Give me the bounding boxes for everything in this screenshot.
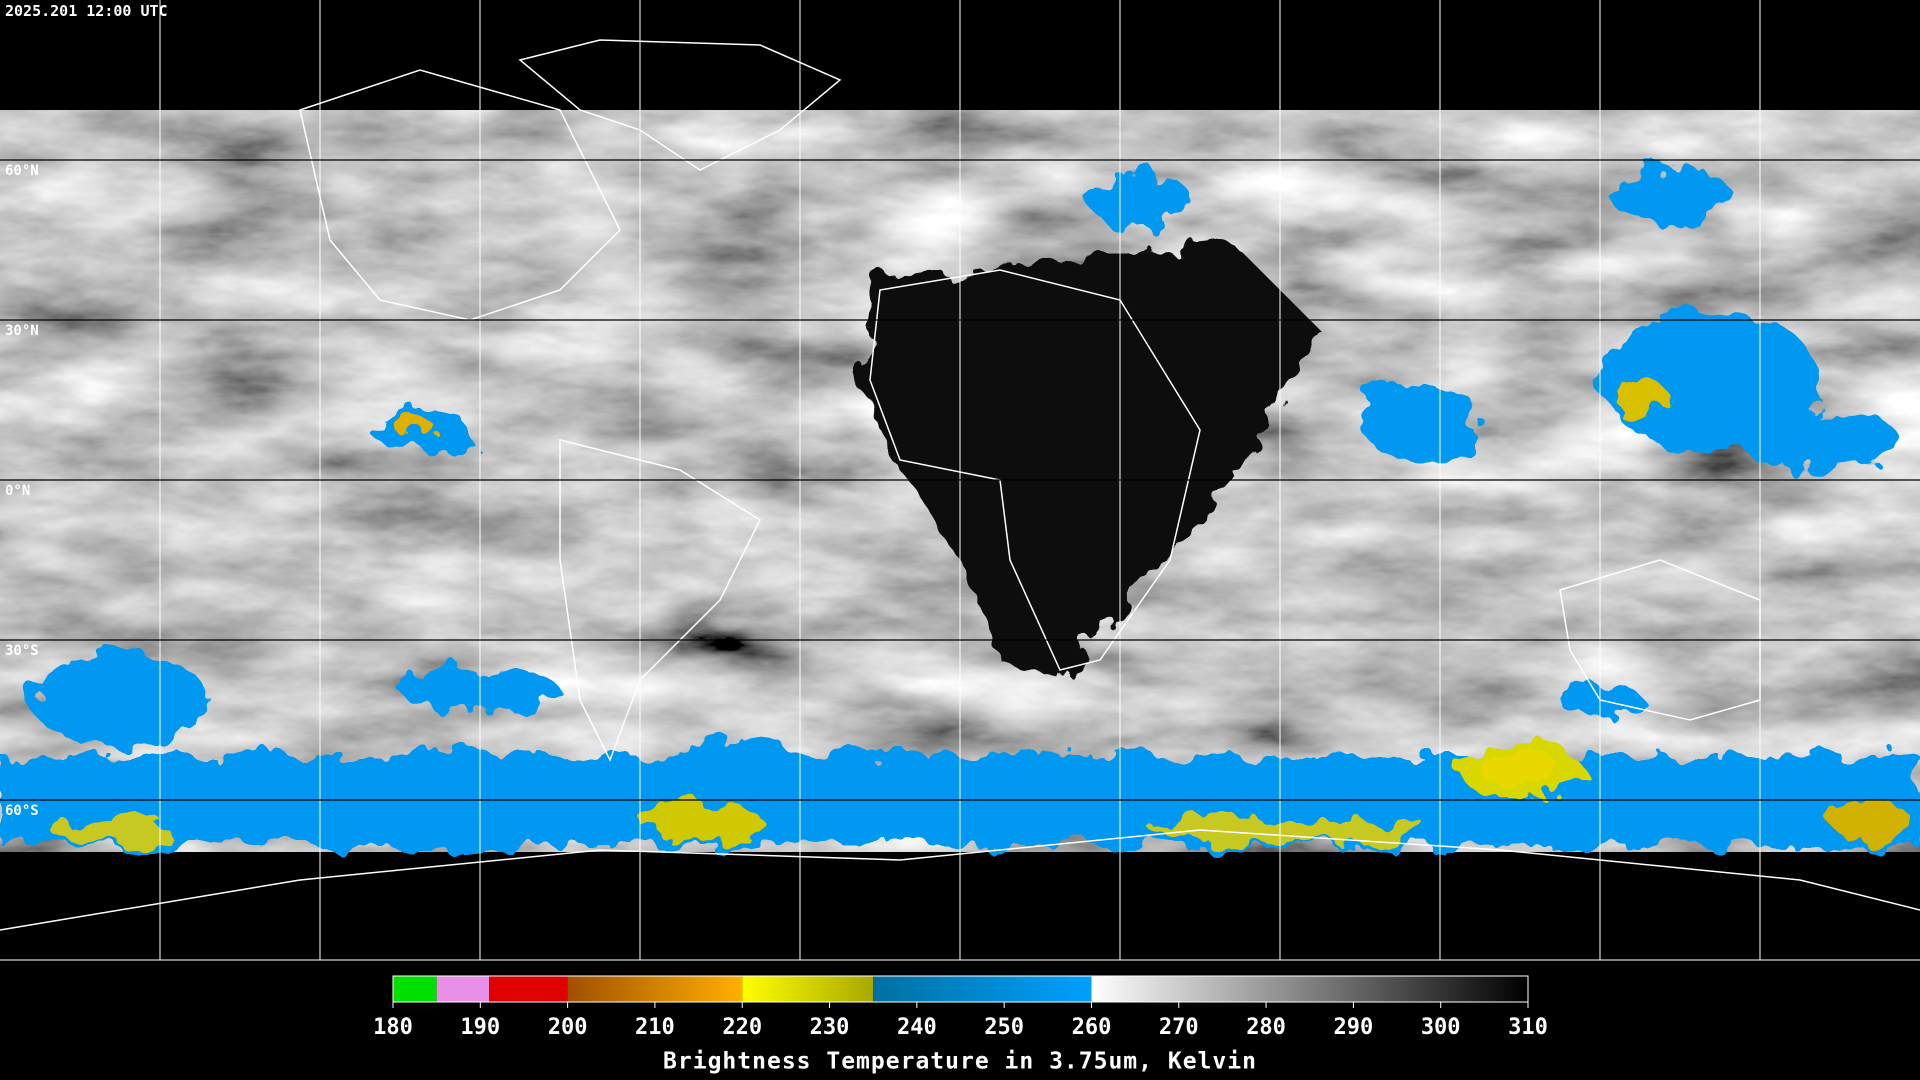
timestamp: 2025.201 12:00 UTC (5, 2, 168, 20)
coastline (1559, 559, 1761, 721)
colorbar-segment (393, 976, 437, 1002)
colorbar-tick-label: 240 (897, 1015, 937, 1040)
colorbar-tick-label: 290 (1334, 1015, 1374, 1040)
cloud (1360, 380, 1480, 460)
colorbar: 180 190 200 210 220 230 240 250 260 270 280 290 300 3… (373, 975, 1548, 1040)
cold-tops (395, 418, 435, 438)
latitude-label: 30°N (5, 323, 39, 339)
colorbar-segment (436, 976, 490, 1002)
cloud (1090, 170, 1190, 230)
coastline (869, 269, 1201, 671)
colorbar-tick-label: 300 (1421, 1015, 1461, 1040)
cloud (30, 655, 210, 745)
colorbar-segment (489, 976, 568, 1002)
coastline (518, 39, 842, 171)
cold-tops (640, 800, 760, 840)
colorbar-tick-label: 230 (810, 1015, 850, 1040)
coastlines (0, 39, 1920, 931)
cloud (1610, 165, 1730, 225)
colorbar-segment (567, 976, 743, 1002)
colorbar-tick-label: 220 (722, 1015, 762, 1040)
colorbar-tick-label: 190 (460, 1015, 500, 1040)
latitude-label: 30°S (5, 643, 39, 659)
colorbar-segment (742, 976, 874, 1002)
colorbar-tick-label: 180 (373, 1015, 413, 1040)
colorbar-tick-label: 270 (1159, 1015, 1199, 1040)
colorbar-tick-label: 210 (635, 1015, 675, 1040)
cold-tops (1610, 380, 1670, 420)
colorbar-tick-label: 280 (1246, 1015, 1286, 1040)
cold-tops (1830, 800, 1910, 840)
colorbar-tick-label: 200 (548, 1015, 588, 1040)
colorbar-title: Brightness Temperature in 3.75um, Kelvin (663, 1049, 1257, 1075)
latitude-label: 0°N (5, 483, 30, 499)
cold-tops (1150, 818, 1430, 842)
cold-tops (1480, 750, 1560, 790)
coastline (299, 69, 621, 321)
latitude-label: 60°N (5, 163, 39, 179)
warm-land (860, 240, 1320, 680)
cold-tops (50, 818, 170, 842)
colorbar-tick-label: 260 (1072, 1015, 1112, 1040)
colorbar-tick-label: 250 (984, 1015, 1024, 1040)
colorbar-frame (392, 975, 1529, 1003)
colorbar-segment (873, 976, 1092, 1002)
latitude-label: 60°S (5, 803, 39, 819)
cloud (660, 740, 820, 800)
cloud (1740, 410, 1900, 470)
coastline (0, 829, 1920, 931)
colorbar-tick-label: 310 (1508, 1015, 1548, 1040)
graticule: 60°N 30°N 0°N 30°S 60°S (5, 0, 1761, 960)
colorbar-segment (1091, 976, 1528, 1002)
